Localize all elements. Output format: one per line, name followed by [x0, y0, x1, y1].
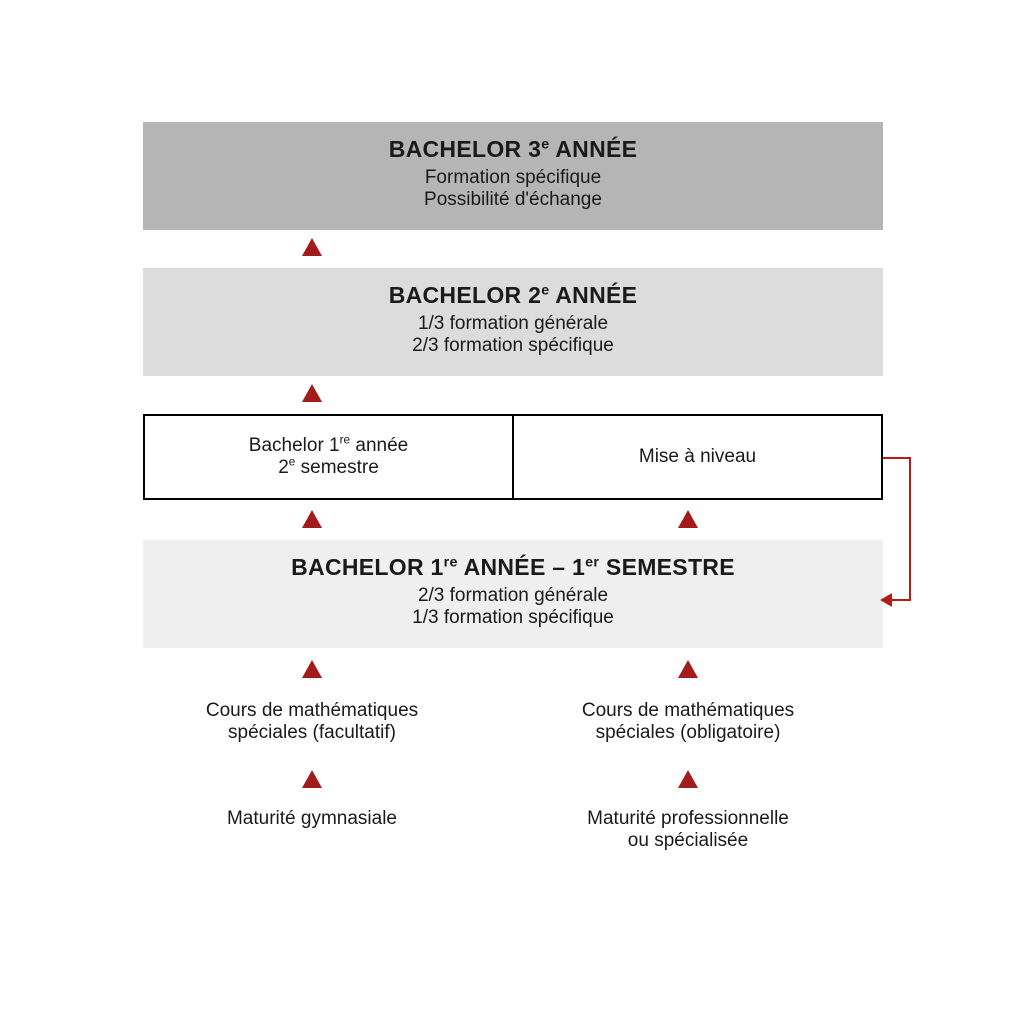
courses-right-l1: Cours de mathématiques [558, 700, 818, 722]
arrow-up-icon-split-left [302, 510, 322, 528]
year2-box: BACHELOR 2e ANNÉE 1/3 formation générale2… [143, 268, 883, 376]
courses-left: Cours de mathématiquesspéciales (faculta… [182, 700, 442, 744]
split-left: Bachelor 1re année2e semestre [145, 416, 514, 498]
year2-box-line1: 1/3 formation générale [143, 313, 883, 335]
maturite-right-l1: Maturité professionnelle [558, 808, 818, 830]
arrow-up-icon-y2 [302, 384, 322, 402]
arrow-up-icon-y1-right [678, 660, 698, 678]
year3-box-line1: Formation spécifique [143, 167, 883, 189]
courses-right: Cours de mathématiquesspéciales (obligat… [558, 700, 818, 744]
year3-box: BACHELOR 3e ANNÉE Formation spécifiquePos… [143, 122, 883, 230]
loop-line-out [883, 457, 910, 459]
courses-right-l2: spéciales (obligatoire) [558, 722, 818, 744]
year2-box-line2: 2/3 formation spécifique [143, 335, 883, 357]
split-right: Mise à niveau [514, 416, 881, 498]
split-row: Bachelor 1re année2e semestreMise à nive… [143, 414, 883, 500]
arrow-up-icon-split-right [678, 510, 698, 528]
year1-box-title: BACHELOR 1re ANNÉE – 1er SEMESTRE [143, 554, 883, 581]
year1-box: BACHELOR 1re ANNÉE – 1er SEMESTRE 2/3 for… [143, 540, 883, 648]
year2-box-title: BACHELOR 2e ANNÉE [143, 282, 883, 309]
year1-box-line1: 2/3 formation générale [143, 585, 883, 607]
loop-arrow-left-icon [880, 593, 892, 607]
maturite-right: Maturité professionnelleou spécialisée [558, 808, 818, 852]
year3-box-line2: Possibilité d'échange [143, 189, 883, 211]
arrow-up-icon-y1-left [302, 660, 322, 678]
courses-left-l1: Cours de mathématiques [182, 700, 442, 722]
loop-line-in [892, 599, 910, 601]
year1-box-line2: 1/3 formation spécifique [143, 607, 883, 629]
maturite-right-l2: ou spécialisée [558, 830, 818, 852]
arrow-up-icon-mat-left [302, 770, 322, 788]
arrow-up-icon-y3 [302, 238, 322, 256]
maturite-left: Maturité gymnasiale [182, 808, 442, 830]
arrow-up-icon-mat-right [678, 770, 698, 788]
maturite-left-l1: Maturité gymnasiale [182, 808, 442, 830]
year3-box-title: BACHELOR 3e ANNÉE [143, 136, 883, 163]
courses-left-l2: spéciales (facultatif) [182, 722, 442, 744]
loop-line-down [909, 457, 911, 601]
